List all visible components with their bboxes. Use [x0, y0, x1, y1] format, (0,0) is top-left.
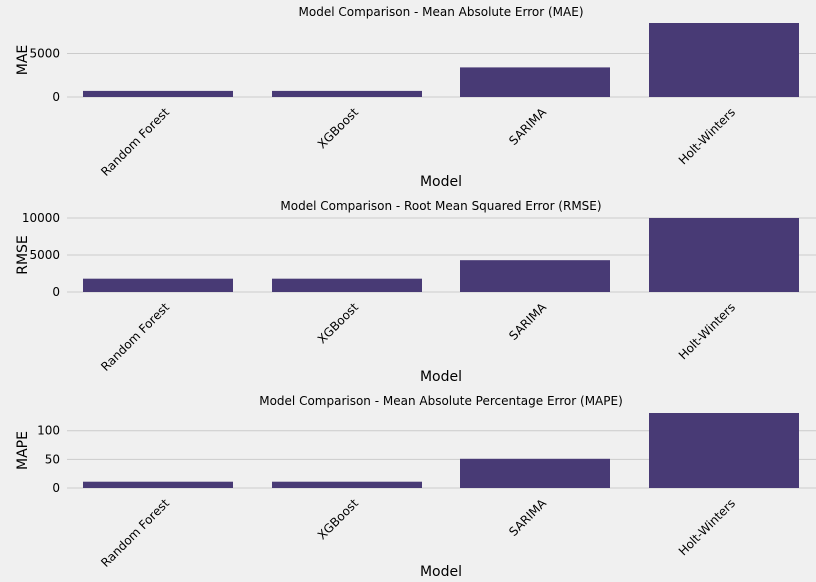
chart-panel-3: 0 50 100 Random Forest XGBoost SARIMA Holt-Win…	[15, 394, 816, 580]
bar-holt-winters	[649, 23, 799, 97]
x-axis-label: Model	[420, 564, 462, 580]
bar-sarima	[460, 458, 610, 488]
y-tick-label: 10000	[22, 211, 60, 225]
x-tick-label: Random Forest	[98, 300, 172, 374]
x-tick-label: XGBoost	[315, 496, 361, 542]
chart-title: Model Comparison - Root Mean Squared Err…	[280, 199, 601, 213]
x-tick-label: Random Forest	[98, 105, 172, 179]
x-tick-label: SARIMA	[506, 300, 549, 343]
x-axis-label: Model	[420, 369, 462, 385]
y-tick-label: 0	[52, 90, 60, 104]
chart-title: Model Comparison - Mean Absolute Error (…	[299, 5, 584, 19]
y-tick-label: 0	[52, 481, 60, 495]
bar-random-forest	[83, 90, 233, 97]
x-axis-label: Model	[420, 174, 462, 190]
x-tick-label: XGBoost	[315, 105, 361, 151]
y-axis-label: MAPE	[15, 431, 31, 470]
y-tick-label: 5000	[29, 46, 60, 60]
x-tick-label: SARIMA	[506, 105, 549, 148]
chart-panel-1: 0 5000 Random Forest XGBoost SARIMA Holt-Wint…	[15, 5, 816, 190]
x-tick-label: SARIMA	[506, 496, 549, 539]
bar-holt-winters	[649, 218, 799, 292]
chart-title: Model Comparison - Mean Absolute Percent…	[259, 394, 623, 408]
x-tick-label: Holt-Winters	[676, 300, 738, 362]
x-tick-label: Holt-Winters	[676, 496, 738, 558]
bar-xgboost	[272, 481, 422, 488]
bar-sarima	[460, 260, 610, 292]
y-tick-label: 50	[45, 452, 60, 466]
y-tick-label: 5000	[29, 248, 60, 262]
chart-panel-2: 0 5000 10000 Random Forest XGBoost SARIMA Holt…	[15, 199, 816, 385]
x-tick-label: XGBoost	[315, 300, 361, 346]
y-axis-label: RMSE	[15, 235, 31, 275]
bar-sarima	[460, 67, 610, 97]
bar-random-forest	[83, 278, 233, 292]
bar-xgboost	[272, 90, 422, 97]
x-tick-label: Holt-Winters	[676, 105, 738, 167]
y-axis-label: MAE	[15, 45, 31, 76]
bar-random-forest	[83, 481, 233, 488]
x-tick-label: Random Forest	[98, 496, 172, 570]
bar-xgboost	[272, 278, 422, 292]
y-tick-label: 100	[37, 424, 60, 438]
bar-holt-winters	[649, 413, 799, 488]
y-tick-label: 0	[52, 285, 60, 299]
